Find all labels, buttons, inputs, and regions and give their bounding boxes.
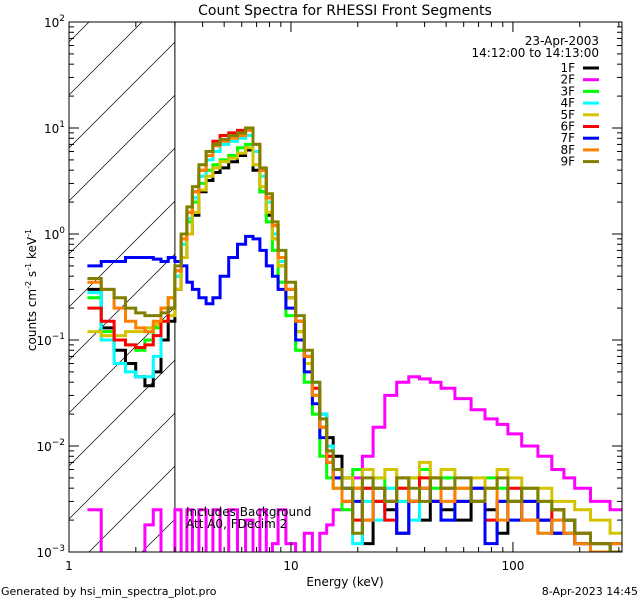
- hatch-line: [68, 147, 176, 255]
- hatch-line: [68, 200, 176, 308]
- legend-label-9f: 9F: [560, 155, 575, 169]
- legend-label-7f: 7F: [560, 131, 575, 145]
- footer-generated-by: Generated by hsi_min_spectra_plot.pro: [1, 585, 217, 598]
- annotation-background: Includes Background: [186, 505, 311, 519]
- x-tick-label: 10: [283, 559, 298, 573]
- y-tick-label: 102: [44, 14, 65, 30]
- legend-label-1f: 1F: [560, 61, 575, 75]
- hatch-line: [68, 94, 176, 202]
- x-axis-label: Energy (keV): [306, 575, 383, 589]
- y-tick-label: 10−2: [36, 438, 65, 454]
- hatch-line: [68, 21, 143, 96]
- series-3f: [87, 142, 622, 552]
- series-2f: [87, 375, 622, 552]
- series-1f: [87, 148, 622, 552]
- x-tick-label: 1: [65, 559, 73, 573]
- hatch-line: [68, 306, 176, 414]
- legend-label-4f: 4F: [560, 96, 575, 110]
- annotation-attenuator: Att A0, FDecim 2: [186, 517, 287, 531]
- hatch-line: [68, 412, 176, 520]
- hatch-line: [88, 465, 176, 553]
- time-range-label: 14:12:00 to 14:13:00: [472, 46, 599, 60]
- x-tick-label: 100: [501, 559, 524, 573]
- series-7f: [87, 234, 622, 552]
- hatch-line: [141, 518, 176, 553]
- date-label: 23-Apr-2003: [525, 34, 599, 48]
- y-axis-label: counts cm-2 s-1 keV-1: [24, 229, 39, 351]
- plot-frame: [68, 21, 623, 553]
- series-9f: [87, 126, 622, 552]
- hatch-line: [68, 41, 176, 149]
- attenuator-hatched-region: [68, 21, 176, 553]
- legend-label-6f: 6F: [560, 120, 575, 134]
- legend-label-3f: 3F: [560, 84, 575, 98]
- legend-label-8f: 8F: [560, 143, 575, 157]
- y-tick-label: 100: [44, 226, 65, 242]
- legend-label-2f: 2F: [560, 73, 575, 87]
- legend-label-5f: 5F: [560, 108, 575, 122]
- y-tick-label: 10−3: [36, 544, 65, 560]
- y-tick-label: 10−1: [36, 332, 65, 348]
- chart-title: Count Spectra for RHESSI Front Segments: [198, 3, 492, 19]
- footer-timestamp: 8-Apr-2023 14:45: [542, 585, 638, 598]
- hatch-line: [68, 359, 176, 467]
- y-tick-label: 101: [44, 120, 65, 136]
